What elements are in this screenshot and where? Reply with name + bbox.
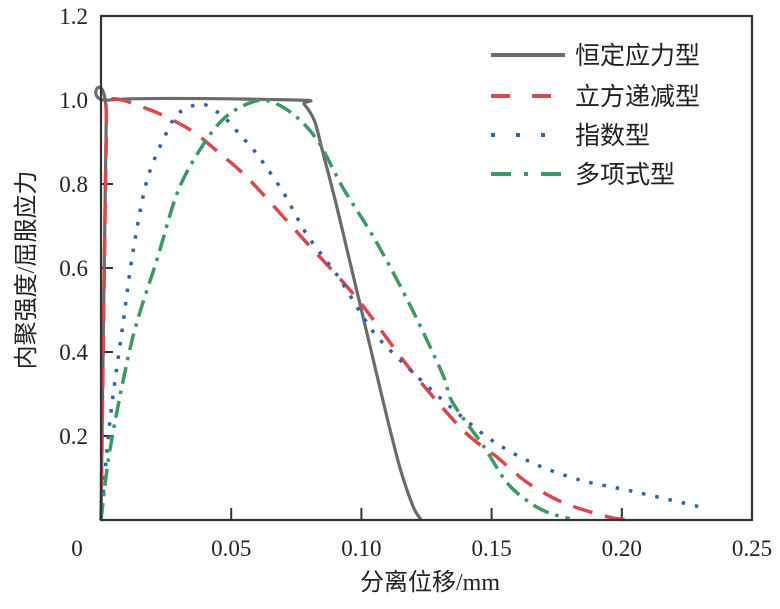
y-tick-label: 0.6 — [59, 256, 88, 281]
series-line-1 — [94, 85, 423, 521]
x-tick-label: 0.20 — [602, 536, 642, 561]
x-tick-labels: 0 0.05 0.10 0.15 0.20 0.25 — [71, 536, 772, 561]
legend-label: 恒定应力型 — [575, 42, 700, 70]
x-tick-label: 0.25 — [732, 536, 772, 561]
y-tick-label: 1.0 — [59, 88, 88, 113]
y-tick-label: 0.2 — [59, 424, 88, 449]
x-tick-label: 0.10 — [341, 536, 381, 561]
y-tick-labels: 0.2 0.4 0.6 0.8 1.0 1.2 — [59, 4, 88, 449]
x-tick-label: 0 — [71, 536, 83, 561]
series-line-2 — [99, 96, 630, 522]
y-tick-label: 0.4 — [59, 340, 88, 365]
x-axis-title: 分离位移/mm — [360, 569, 500, 596]
y-tick-label: 0.8 — [59, 172, 88, 197]
x-tick-label: 0.05 — [211, 536, 251, 561]
plot-frame — [99, 14, 754, 522]
series-line-4 — [99, 98, 571, 521]
x-tick-label: 0.15 — [471, 536, 511, 561]
series-line-3 — [99, 102, 703, 521]
y-axis-title: 内聚强度/屈服应力 — [13, 171, 40, 370]
y-tick-label: 1.2 — [59, 4, 88, 29]
series-lines — [94, 85, 703, 522]
legend-label: 立方递减型 — [575, 83, 700, 111]
legend-label: 指数型 — [575, 122, 650, 150]
legend-label: 多项式型 — [575, 161, 675, 189]
